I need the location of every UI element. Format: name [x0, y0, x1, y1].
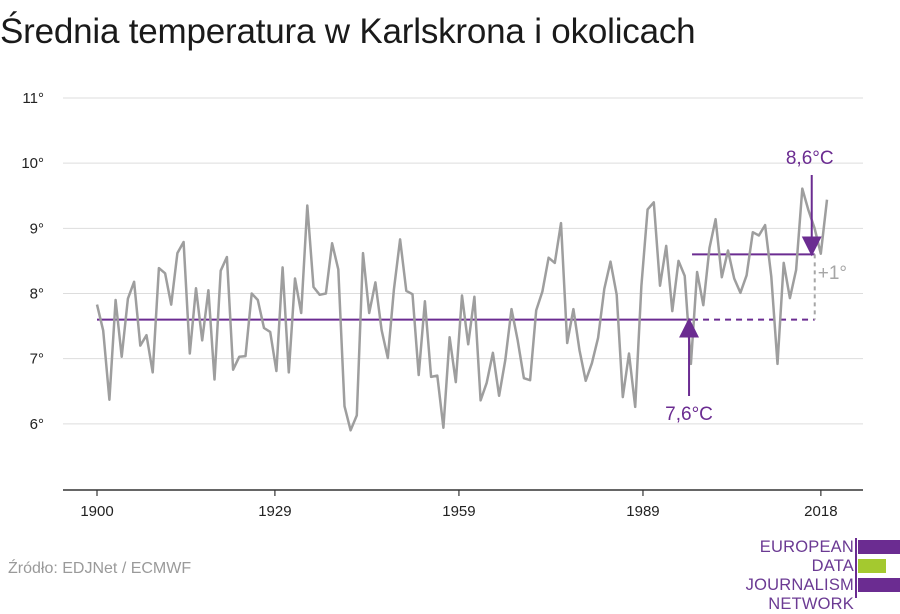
y-tick-label: 7°: [30, 351, 44, 368]
x-tick-label: 1900: [80, 503, 113, 520]
recent-average-label: 8,6°C: [786, 148, 834, 169]
baseline-layer: [97, 253, 815, 321]
difference-label: +1°: [818, 263, 847, 284]
x-tick-label: 1929: [258, 503, 291, 520]
chart: 6° 7° 8° 9° 10° 11° 1900 1929 1959 1989 2018 +1° 8…: [21, 90, 863, 520]
y-tick-label: 9°: [30, 220, 44, 237]
chart-title: Średnia temperatura w Karlskrona i okoli…: [0, 12, 696, 51]
series-layer: [95, 187, 829, 432]
y-tick-label: 11°: [22, 90, 44, 107]
logo-bar-middle: [858, 559, 886, 573]
logo-divider: [855, 538, 857, 598]
x-tick-labels: 1900 1929 1959 1989 2018: [80, 503, 837, 520]
x-tick-label: 1989: [626, 503, 659, 520]
y-tick-label: 10°: [21, 155, 44, 172]
logo-text: EUROPEAN DATA JOURNALISM NETWORK: [712, 538, 854, 614]
logo-line-2: DATA JOURNALISM: [745, 557, 854, 594]
edjnet-logo: EUROPEAN DATA JOURNALISM NETWORK: [712, 538, 900, 613]
y-tick-label: 6°: [30, 416, 44, 433]
logo-bar-bottom: [858, 578, 900, 592]
temperature-series-line: [95, 187, 829, 432]
x-tick-label: 2018: [804, 503, 837, 520]
logo-line-3: NETWORK: [768, 595, 854, 613]
x-axis: [63, 489, 863, 496]
annotation-layer: +1° 8,6°C 7,6°C: [665, 148, 847, 425]
y-tick-label: 8°: [30, 286, 44, 303]
logo-bar-top: [858, 540, 900, 554]
x-tick-label: 1959: [442, 503, 475, 520]
y-tick-labels: 6° 7° 8° 9° 10° 11°: [21, 90, 44, 433]
source-note: Źródło: EDJNet / ECMWF: [8, 560, 192, 577]
baseline-label: 7,6°C: [665, 404, 713, 425]
grid-lines: [63, 97, 863, 425]
logo-line-1: EUROPEAN: [759, 538, 854, 556]
